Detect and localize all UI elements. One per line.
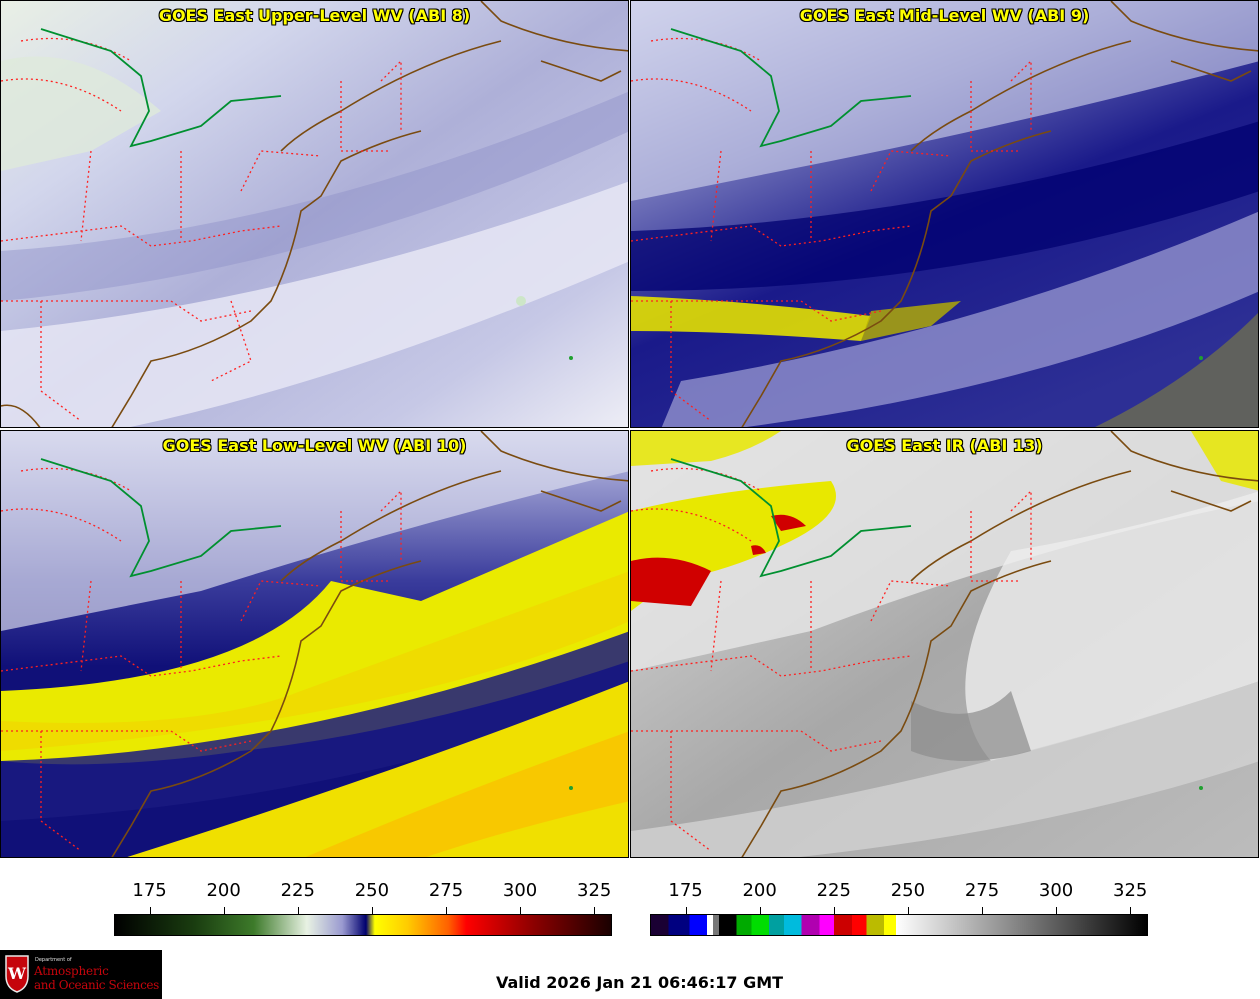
colorbar-tick [149,907,151,914]
colorbar-tick-label: 300 [502,880,538,901]
colorbar-tick-label: 325 [1113,880,1148,901]
colorbar-tick [982,907,983,914]
panel-title: GOES East Upper-Level WV (ABI 8) [158,6,471,25]
colorbar-tick [833,907,835,914]
colorbar-tick-label: 300 [1038,880,1074,901]
colorbar-tick [759,907,761,914]
low-level-wv-panel: GOES East Low-Level WV (ABI 10) [0,430,629,858]
svg-text:W: W [7,964,27,983]
upper-level-wv-image [1,1,628,427]
ir-image [631,431,1258,857]
ir-panel: GOES East IR (ABI 13) [630,430,1259,858]
ir-colorbar: 175 200 225 250 275 300 325 [650,880,1148,940]
colorbar-tick-label: 250 [354,880,390,901]
valid-time: Valid 2026 Jan 21 06:46:17 GMT [496,973,784,992]
colorbar-tick-label: 250 [890,880,926,901]
colorbar-tick-label: 225 [816,880,851,901]
mid-level-wv-panel: GOES East Mid-Level WV (ABI 9) [630,0,1259,428]
colorbar-tick-label: 275 [428,880,464,901]
ir-colorbar-gradient [650,914,1148,936]
colorbar-tick [520,907,522,914]
panel-title: GOES East Mid-Level WV (ABI 9) [799,6,1090,25]
colorbar-tick-label: 200 [206,880,241,901]
colorbar-tick [1130,907,1132,914]
colorbar-tick-label: 275 [964,880,1000,901]
colorbar-tick-label: 225 [280,880,315,901]
panel-title: GOES East Low-Level WV (ABI 10) [162,436,467,455]
colorbar-tick-label: 175 [668,880,703,901]
logo-dept-text: Department of [35,957,72,963]
upper-level-wv-panel: GOES East Upper-Level WV (ABI 8) [0,0,629,428]
colorbar-tick [594,907,596,914]
colorbar-tick-label: 325 [577,880,612,901]
mid-level-wv-image [631,1,1258,427]
panel-title: GOES East IR (ABI 13) [846,436,1043,455]
colorbar-tick-label: 200 [742,880,777,901]
colorbar-tick-label: 175 [132,880,167,901]
logo-line2: and Oceanic Sciences [34,978,159,992]
colorbar-tick [446,907,447,914]
colorbar-tick [907,907,909,914]
aos-logo: W Department of Atmospheric and Oceanic … [0,950,162,999]
low-level-wv-image [1,431,628,857]
wv-colorbar: 175 200 225 250 275 300 325 [114,880,612,940]
colorbar-tick [371,907,373,914]
colorbar-tick [297,907,299,914]
wv-colorbar-gradient [114,914,612,936]
uw-crest-icon: W [5,955,29,993]
colorbar-tick [223,907,225,914]
colorbar-tick [685,907,687,914]
colorbar-tick [1056,907,1058,914]
logo-line1: Atmospheric [34,964,109,978]
